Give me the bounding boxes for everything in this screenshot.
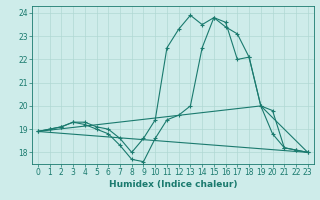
X-axis label: Humidex (Indice chaleur): Humidex (Indice chaleur) [108,180,237,189]
